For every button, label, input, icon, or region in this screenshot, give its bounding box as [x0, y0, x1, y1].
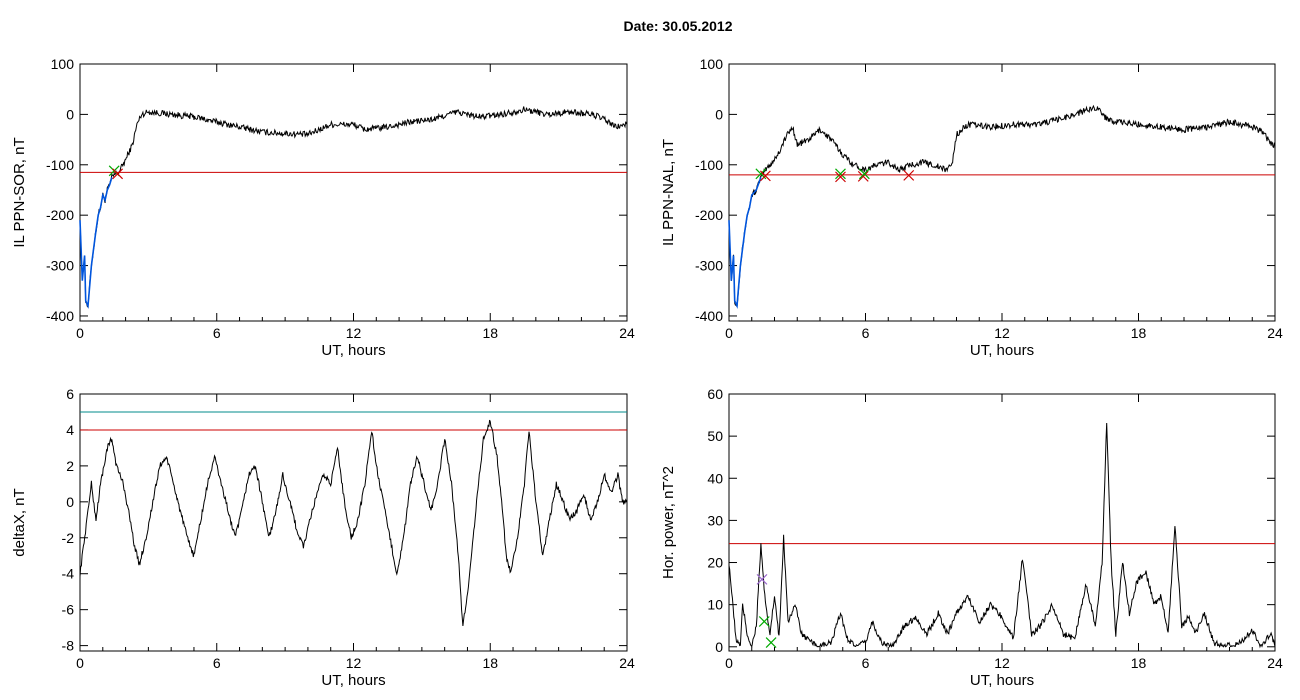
plot-frame — [728, 393, 1276, 652]
x-tick-label: 18 — [1131, 655, 1147, 671]
x-axis-label: UT, hours — [321, 672, 385, 689]
event-marker — [765, 637, 777, 648]
x-tick-label: 24 — [1267, 655, 1283, 671]
y-tick-label: 100 — [51, 56, 75, 72]
x-tick-label: 6 — [862, 325, 870, 341]
x-tick-label: 0 — [725, 655, 733, 671]
series-line — [79, 419, 628, 626]
y-tick-label: 100 — [700, 56, 724, 72]
event-marker — [835, 168, 846, 180]
x-tick-label: 24 — [619, 655, 635, 671]
y-tick-label: -400 — [46, 308, 74, 324]
y-tick-label: -8 — [62, 638, 75, 654]
x-tick-label: 24 — [619, 325, 635, 341]
y-tick-label: 20 — [707, 555, 723, 571]
chart-p4: 0 6 12 18 24 0 10 20 30 40 50 60 UT, hours Hor. power… — [660, 386, 1283, 689]
y-tick-label: 2 — [66, 458, 74, 474]
y-tick-label: -2 — [62, 530, 75, 546]
y-tick-label: 10 — [707, 597, 723, 613]
x-tick-label: 6 — [213, 325, 221, 341]
y-axis-label: IL PPN-SOR, nT — [11, 137, 28, 247]
y-tick-label: -200 — [695, 207, 723, 223]
plot-frame — [728, 63, 1276, 322]
event-marker — [112, 168, 124, 180]
x-tick-label: 0 — [76, 325, 84, 341]
plot-frame — [79, 63, 628, 322]
chart-p1: 0 6 12 18 24 -400 -300 -200 -100 0 100 UT, hours IL … — [11, 56, 635, 359]
y-axis-label: deltaX, nT — [11, 488, 28, 556]
onset-segment — [79, 177, 113, 310]
plot-frame — [79, 393, 628, 652]
y-tick-label: 0 — [66, 106, 74, 122]
y-tick-label: 50 — [707, 428, 723, 444]
figure-title: Date: 30.05.2012 — [623, 18, 733, 34]
x-tick-label: 18 — [482, 325, 498, 341]
y-tick-label: 0 — [715, 106, 723, 122]
x-tick-label: 18 — [482, 655, 498, 671]
x-tick-label: 12 — [994, 325, 1010, 341]
x-tick-label: 6 — [862, 655, 870, 671]
y-tick-label: -6 — [62, 602, 75, 618]
x-axis-label: UT, hours — [970, 342, 1034, 359]
event-marker — [759, 170, 771, 182]
x-axis-label: UT, hours — [970, 672, 1034, 689]
y-tick-label: -100 — [46, 157, 74, 173]
x-tick-label: 24 — [1267, 325, 1283, 341]
y-axis-label: Hor. power, nT^2 — [660, 466, 677, 579]
x-tick-label: 12 — [346, 655, 362, 671]
y-tick-label: 60 — [707, 386, 723, 402]
onset-segment — [728, 177, 762, 310]
event-marker — [835, 171, 846, 183]
x-tick-label: 12 — [346, 325, 362, 341]
y-tick-label: -400 — [695, 308, 723, 324]
y-tick-label: -200 — [46, 207, 74, 223]
y-tick-label: 6 — [66, 386, 74, 402]
x-axis-label: UT, hours — [321, 342, 385, 359]
y-tick-label: 0 — [715, 639, 723, 655]
x-tick-label: 0 — [725, 325, 733, 341]
x-tick-label: 18 — [1131, 325, 1147, 341]
y-tick-label: 0 — [66, 494, 74, 510]
y-tick-label: 30 — [707, 512, 723, 528]
y-tick-label: -100 — [695, 157, 723, 173]
event-marker — [903, 169, 915, 181]
y-tick-label: -4 — [62, 566, 75, 582]
y-tick-label: 40 — [707, 470, 723, 486]
x-tick-label: 12 — [994, 655, 1010, 671]
series-line — [79, 106, 628, 308]
series-line — [728, 422, 1276, 649]
y-tick-label: -300 — [695, 258, 723, 274]
y-tick-label: 4 — [66, 422, 74, 438]
y-tick-label: -300 — [46, 258, 74, 274]
chart-p2: 0 6 12 18 24 -400 -300 -200 -100 0 100 UT, hours IL … — [660, 56, 1283, 359]
event-marker — [756, 573, 768, 585]
series-line — [728, 104, 1276, 307]
event-marker — [857, 170, 869, 182]
x-tick-label: 0 — [76, 655, 84, 671]
y-axis-label: IL PPN-NAL, nT — [660, 139, 677, 246]
event-marker — [758, 616, 770, 627]
event-marker — [858, 168, 870, 180]
x-tick-label: 6 — [213, 655, 221, 671]
